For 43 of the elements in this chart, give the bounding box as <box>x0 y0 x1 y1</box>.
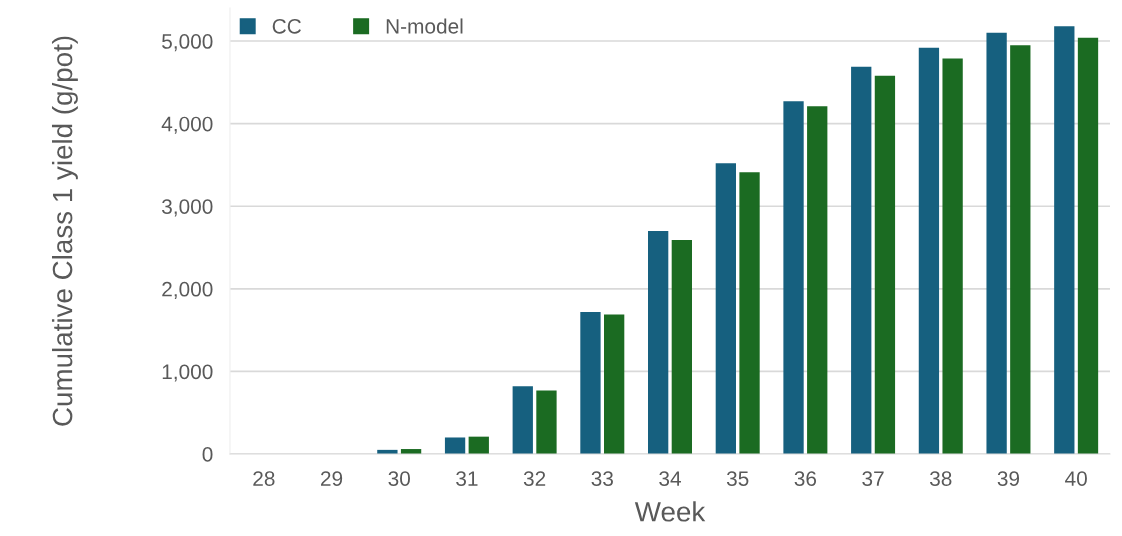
x-tick-label: 31 <box>456 471 478 486</box>
y-tick-label: 2,000 <box>162 281 213 300</box>
bar <box>851 66 872 454</box>
bar <box>536 390 557 454</box>
y-axis-title: Cumulative Class 1 yield (g/pot) <box>51 36 78 426</box>
y-tick-label: 4,000 <box>161 116 213 134</box>
bar <box>942 58 963 454</box>
x-tick-label: 28 <box>253 471 275 486</box>
bar <box>671 240 692 454</box>
x-tick-label: 39 <box>997 471 1020 486</box>
bar <box>783 101 804 454</box>
bar <box>604 314 625 454</box>
x-tick-label: 34 <box>659 471 681 486</box>
legend-label: CC <box>272 18 301 34</box>
bar <box>468 436 489 454</box>
bar <box>874 75 896 454</box>
x-tick-label: 37 <box>862 471 884 486</box>
bar <box>739 172 760 454</box>
y-tick-label: 5,000 <box>162 34 213 52</box>
bar <box>648 231 669 454</box>
legend-label: N-model <box>386 18 463 34</box>
x-tick-label: 32 <box>523 471 546 486</box>
bar <box>986 32 1007 454</box>
x-tick-label: 29 <box>321 471 343 486</box>
x-tick-label: 40 <box>1065 471 1087 486</box>
bar <box>444 437 466 454</box>
bar <box>807 106 828 454</box>
bar <box>580 311 601 454</box>
y-tick-label: 1,000 <box>162 364 213 382</box>
x-tick-label: 35 <box>726 471 749 486</box>
x-tick-label: 33 <box>591 471 613 486</box>
bar <box>1010 45 1031 454</box>
y-tick-label: 0 <box>202 447 213 462</box>
x-tick-label: 30 <box>388 471 410 486</box>
x-tick-label: 38 <box>929 471 952 486</box>
bar <box>1054 26 1075 454</box>
x-axis-title: Week <box>634 501 706 522</box>
bar <box>918 47 940 454</box>
x-tick-label: 36 <box>794 471 817 486</box>
bar <box>512 386 533 454</box>
bar <box>1077 37 1099 454</box>
bar <box>715 163 736 454</box>
y-tick-label: 3,000 <box>162 199 213 217</box>
